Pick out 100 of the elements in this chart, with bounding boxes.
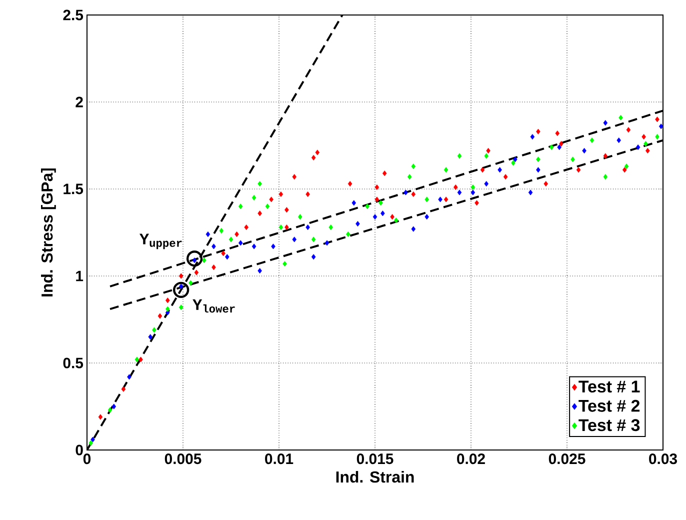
- point: [186, 250, 203, 267]
- point: [374, 196, 380, 202]
- point: [202, 258, 206, 264]
- legend-label: Test # 1: [578, 380, 640, 393]
- annotation: Y$_{lower}$: [192, 299, 235, 313]
- point: [292, 236, 297, 242]
- point: [356, 221, 360, 227]
- point: [173, 282, 190, 298]
- point: [390, 214, 394, 220]
- y-tick-label: 0.5: [63, 358, 84, 368]
- point: [380, 210, 385, 216]
- point: [90, 436, 95, 442]
- point: [544, 180, 548, 187]
- point: [624, 164, 629, 170]
- point: [152, 327, 156, 333]
- annotation: Y$_{upper}$: [140, 234, 182, 250]
- point: [658, 124, 664, 130]
- point: [570, 156, 575, 162]
- point: [324, 240, 330, 246]
- point: [206, 231, 210, 238]
- point: [404, 190, 408, 196]
- point: [158, 313, 162, 319]
- point: [530, 134, 535, 140]
- point: [407, 174, 412, 180]
- point: [252, 194, 256, 200]
- point: [555, 130, 560, 136]
- point: [411, 164, 416, 170]
- point: [374, 184, 380, 190]
- y-tick-label: 1: [76, 270, 84, 282]
- point: [536, 156, 540, 162]
- y-tick-label: 0: [76, 444, 83, 456]
- point: [528, 190, 533, 196]
- y-tick-label: 1.5: [64, 184, 84, 194]
- x-tick-label: 0.01: [265, 454, 294, 464]
- point: [511, 160, 516, 166]
- y-tick-label: 2: [76, 96, 83, 108]
- point: [576, 167, 581, 173]
- point: [298, 214, 302, 220]
- point: [271, 244, 276, 250]
- point: [424, 214, 429, 220]
- point: [108, 407, 112, 413]
- point: [265, 204, 270, 210]
- point: [457, 190, 462, 196]
- point: [284, 207, 289, 213]
- point: [225, 254, 230, 260]
- point: [138, 356, 143, 362]
- point: [536, 128, 540, 134]
- point: [166, 306, 170, 312]
- point: [178, 273, 184, 279]
- point: [315, 150, 320, 156]
- legend-label: Test # 2: [578, 400, 640, 412]
- point: [484, 153, 489, 159]
- point: [311, 254, 316, 260]
- x-tick-label: 0.025: [548, 454, 586, 464]
- point: [278, 191, 284, 198]
- point: [498, 167, 502, 173]
- point: [244, 224, 249, 230]
- point: [655, 134, 660, 140]
- point: [134, 356, 140, 362]
- legend-label: Test # 3: [578, 419, 640, 432]
- point: [148, 334, 153, 340]
- point: [127, 374, 132, 380]
- point: [346, 231, 350, 238]
- point: [411, 226, 416, 232]
- point: [238, 240, 243, 246]
- point: [212, 264, 216, 270]
- point: [194, 270, 199, 276]
- point: [348, 180, 352, 187]
- point: [603, 174, 608, 180]
- point: [188, 280, 193, 286]
- point: [503, 174, 508, 180]
- point: [178, 304, 184, 310]
- point: [228, 236, 234, 242]
- point: [278, 224, 284, 230]
- point: [618, 114, 623, 120]
- point: [88, 440, 93, 446]
- point: [292, 174, 297, 180]
- point: [311, 154, 316, 160]
- point: [219, 228, 224, 234]
- point: [438, 196, 442, 202]
- point: [178, 284, 184, 290]
- point: [424, 196, 429, 202]
- y-tick-label: 2.5: [63, 10, 84, 20]
- point: [282, 261, 287, 267]
- point: [98, 414, 103, 420]
- point: [474, 200, 479, 206]
- point: [603, 153, 608, 159]
- x-tick-label: 0.005: [164, 454, 202, 464]
- point: [457, 153, 462, 159]
- point: [258, 210, 262, 216]
- point: [626, 127, 631, 133]
- point: [311, 236, 316, 242]
- point: [480, 167, 485, 173]
- point: [378, 200, 383, 206]
- point: [365, 204, 370, 210]
- x-tick-label: 0.03: [649, 454, 677, 464]
- point: [470, 184, 476, 190]
- point: [166, 298, 170, 304]
- point: [221, 250, 226, 256]
- point: [372, 214, 378, 220]
